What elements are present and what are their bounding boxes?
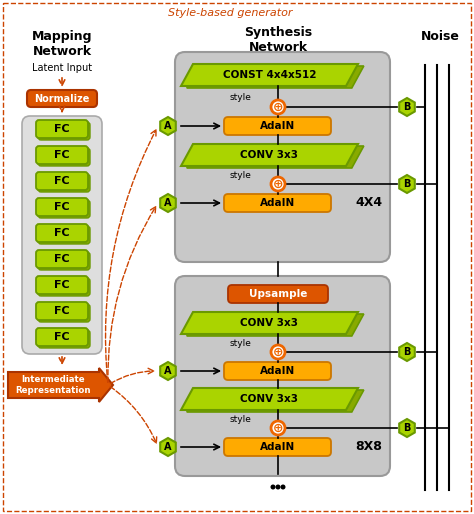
Text: Mapping
Network: Mapping Network — [32, 30, 92, 58]
FancyBboxPatch shape — [175, 52, 390, 262]
Text: style: style — [229, 94, 251, 102]
FancyBboxPatch shape — [224, 438, 331, 456]
Text: Normalize: Normalize — [34, 94, 90, 103]
Text: AdaIN: AdaIN — [260, 198, 295, 208]
Text: A: A — [164, 442, 172, 452]
FancyBboxPatch shape — [36, 276, 88, 294]
Text: ⊕: ⊕ — [273, 101, 283, 114]
Polygon shape — [187, 390, 364, 412]
Polygon shape — [399, 175, 415, 193]
Text: AdaIN: AdaIN — [260, 366, 295, 376]
Polygon shape — [181, 64, 358, 86]
Text: FC: FC — [54, 280, 70, 290]
Circle shape — [275, 485, 281, 489]
FancyBboxPatch shape — [38, 148, 90, 166]
Text: Latent Input: Latent Input — [32, 63, 92, 73]
Text: style: style — [229, 414, 251, 424]
Text: B: B — [403, 347, 410, 357]
Text: CONV 3x3: CONV 3x3 — [240, 394, 299, 404]
Text: 4X4: 4X4 — [356, 196, 383, 210]
Text: AdaIN: AdaIN — [260, 442, 295, 452]
FancyBboxPatch shape — [175, 276, 390, 476]
FancyBboxPatch shape — [36, 172, 88, 190]
Text: FC: FC — [54, 176, 70, 186]
FancyBboxPatch shape — [224, 117, 331, 135]
Polygon shape — [181, 312, 358, 334]
Text: style: style — [229, 171, 251, 179]
Polygon shape — [8, 368, 113, 402]
Text: Synthesis
Network: Synthesis Network — [244, 26, 312, 54]
Polygon shape — [160, 362, 176, 380]
FancyBboxPatch shape — [22, 116, 102, 354]
Polygon shape — [187, 146, 364, 168]
FancyBboxPatch shape — [38, 200, 90, 218]
Text: FC: FC — [54, 124, 70, 134]
Text: Intermediate
Representation: Intermediate Representation — [16, 375, 91, 395]
Text: ⊕: ⊕ — [273, 177, 283, 191]
FancyBboxPatch shape — [224, 194, 331, 212]
Circle shape — [271, 485, 275, 489]
Text: FC: FC — [54, 228, 70, 238]
Circle shape — [271, 177, 285, 191]
Text: A: A — [164, 198, 172, 208]
Polygon shape — [187, 314, 364, 336]
Text: B: B — [403, 423, 410, 433]
Circle shape — [271, 421, 285, 435]
FancyBboxPatch shape — [38, 174, 90, 192]
Text: Style-based generator: Style-based generator — [168, 8, 292, 18]
Text: FC: FC — [54, 254, 70, 264]
FancyBboxPatch shape — [38, 252, 90, 270]
FancyBboxPatch shape — [228, 285, 328, 303]
Text: FC: FC — [54, 332, 70, 342]
FancyBboxPatch shape — [38, 226, 90, 244]
Text: CONV 3x3: CONV 3x3 — [240, 150, 299, 160]
FancyBboxPatch shape — [36, 120, 88, 138]
FancyBboxPatch shape — [36, 250, 88, 268]
Text: ⊕: ⊕ — [273, 421, 283, 434]
FancyBboxPatch shape — [36, 198, 88, 216]
FancyBboxPatch shape — [38, 278, 90, 296]
Polygon shape — [399, 98, 415, 116]
Polygon shape — [160, 438, 176, 456]
Polygon shape — [181, 388, 358, 410]
FancyBboxPatch shape — [36, 302, 88, 320]
Text: B: B — [403, 179, 410, 189]
FancyBboxPatch shape — [36, 146, 88, 164]
Text: B: B — [403, 102, 410, 112]
Text: A: A — [164, 366, 172, 376]
Polygon shape — [181, 144, 358, 166]
Circle shape — [271, 345, 285, 359]
Text: Noise: Noise — [420, 30, 459, 43]
Polygon shape — [160, 117, 176, 135]
Circle shape — [281, 485, 285, 489]
FancyBboxPatch shape — [38, 304, 90, 322]
Polygon shape — [187, 66, 364, 88]
Text: style: style — [229, 339, 251, 347]
Text: FC: FC — [54, 306, 70, 316]
Text: 8X8: 8X8 — [356, 440, 383, 453]
Circle shape — [271, 100, 285, 114]
Text: CONV 3x3: CONV 3x3 — [240, 318, 299, 328]
Text: FC: FC — [54, 150, 70, 160]
FancyBboxPatch shape — [27, 90, 97, 107]
Polygon shape — [160, 194, 176, 212]
Polygon shape — [399, 343, 415, 361]
FancyBboxPatch shape — [38, 122, 90, 140]
Polygon shape — [399, 419, 415, 437]
FancyBboxPatch shape — [36, 224, 88, 242]
Text: AdaIN: AdaIN — [260, 121, 295, 131]
Text: ⊕: ⊕ — [273, 345, 283, 358]
FancyBboxPatch shape — [224, 362, 331, 380]
FancyBboxPatch shape — [38, 330, 90, 348]
Text: CONST 4x4x512: CONST 4x4x512 — [223, 70, 316, 80]
Text: Upsample: Upsample — [249, 289, 307, 299]
Text: A: A — [164, 121, 172, 131]
Text: FC: FC — [54, 202, 70, 212]
FancyBboxPatch shape — [36, 328, 88, 346]
